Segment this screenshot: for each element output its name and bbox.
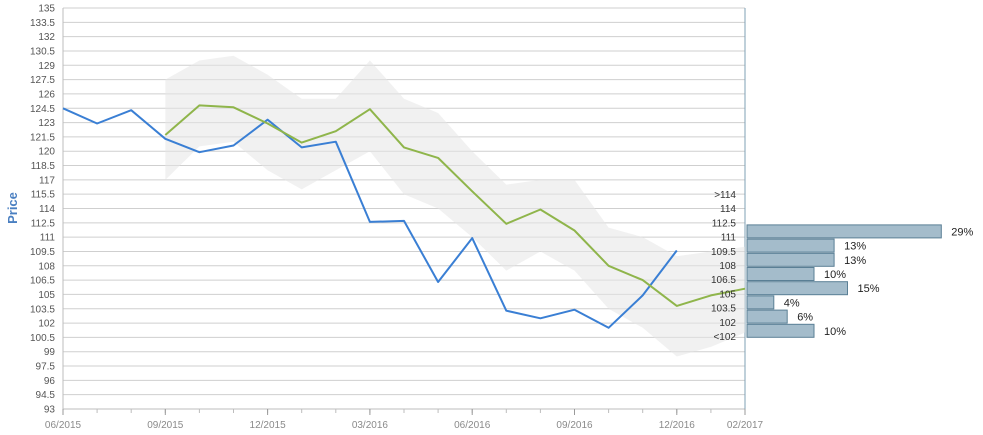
y-axis-label: Price bbox=[5, 192, 20, 224]
histogram-bin-label: 105 bbox=[719, 289, 736, 300]
y-tick-label: 132 bbox=[38, 32, 55, 43]
histogram-bar-percent: 13% bbox=[844, 255, 866, 267]
y-axis-ticks: 93 94.5 96 97.5 99 100.5 102 103.5 105 106.5 108 10… bbox=[30, 4, 55, 416]
y-tick-label: 105 bbox=[38, 290, 55, 301]
histogram-bar bbox=[746, 295, 775, 310]
histogram: >114 114 112.5 29% 111 13% 109.5 13% 108 10% 106.5… bbox=[711, 190, 974, 343]
y-tick-label: 102 bbox=[38, 319, 55, 330]
y-tick-label: 108 bbox=[38, 261, 55, 272]
histogram-bin-label: 108 bbox=[719, 261, 736, 272]
histogram-bar bbox=[746, 252, 835, 267]
forecast-band bbox=[165, 55, 746, 357]
grid-lines bbox=[62, 7, 746, 410]
histogram-bar-percent: 29% bbox=[951, 226, 973, 238]
x-tick-label: 12/2015 bbox=[250, 420, 287, 431]
y-tick-label: 99 bbox=[44, 347, 56, 358]
y-tick-label: 121.5 bbox=[30, 132, 55, 143]
histogram-bin-label: 111 bbox=[721, 233, 737, 244]
y-tick-label: 115.5 bbox=[31, 190, 56, 201]
y-tick-label: 127.5 bbox=[30, 75, 55, 86]
y-tick-label: 93 bbox=[44, 405, 56, 416]
histogram-bar bbox=[746, 224, 942, 239]
y-tick-label: 123 bbox=[38, 118, 55, 129]
histogram-bar-percent: 6% bbox=[797, 312, 813, 324]
y-tick-label: 133.5 bbox=[30, 18, 55, 29]
histogram-bar bbox=[746, 281, 848, 296]
histogram-bar-percent: 10% bbox=[824, 326, 846, 338]
histogram-bin-label: 106.5 bbox=[711, 275, 736, 286]
x-tick-label: 09/2015 bbox=[147, 420, 184, 431]
y-tick-label: 100.5 bbox=[30, 333, 55, 344]
x-tick-label: 06/2016 bbox=[454, 420, 491, 431]
histogram-bar bbox=[746, 267, 815, 281]
series-lines bbox=[62, 104, 746, 329]
histogram-bin-label: 114 bbox=[720, 204, 736, 215]
y-tick-label: 114 bbox=[39, 204, 55, 215]
y-tick-label: 126 bbox=[38, 89, 55, 100]
x-axis-ticks: 06/2015 09/2015 12/2015 03/2016 06/2016 09/20… bbox=[45, 409, 764, 431]
y-tick-label: 130.5 bbox=[30, 46, 55, 57]
histogram-bin-label: 102 bbox=[719, 318, 736, 329]
historical-price-line bbox=[62, 107, 678, 329]
y-tick-label: 94.5 bbox=[36, 390, 56, 401]
y-tick-label: 103.5 bbox=[30, 304, 55, 315]
forecast-price-line bbox=[164, 104, 746, 307]
histogram-bin-label: 103.5 bbox=[711, 304, 736, 315]
histogram-bar-percent: 4% bbox=[784, 297, 800, 309]
y-tick-label: 117 bbox=[39, 175, 55, 186]
y-tick-label: 97.5 bbox=[36, 362, 56, 373]
y-tick-label: 111 bbox=[40, 233, 56, 244]
y-tick-label: 96 bbox=[44, 376, 56, 387]
histogram-bin-label: <102 bbox=[713, 332, 736, 343]
x-tick-label: 02/2017 bbox=[727, 420, 764, 431]
histogram-bar-percent: 15% bbox=[858, 283, 880, 295]
y-tick-label: 112.5 bbox=[31, 218, 56, 229]
histogram-bar-percent: 13% bbox=[844, 241, 866, 253]
histogram-bin-label: 112.5 bbox=[712, 218, 737, 229]
histogram-bar bbox=[746, 309, 788, 324]
histogram-bin-label: 109.5 bbox=[711, 247, 736, 258]
x-tick-label: 03/2016 bbox=[352, 420, 389, 431]
y-tick-label: 129 bbox=[38, 61, 55, 72]
histogram-bar bbox=[746, 238, 835, 253]
y-tick-label: 109.5 bbox=[30, 247, 55, 258]
y-tick-label: 118.5 bbox=[31, 161, 56, 172]
x-tick-label: 12/2016 bbox=[659, 420, 696, 431]
histogram-bin-label: >114 bbox=[714, 190, 736, 201]
x-tick-label: 06/2015 bbox=[45, 420, 82, 431]
x-tick-label: 09/2016 bbox=[556, 420, 593, 431]
histogram-bar-percent: 10% bbox=[824, 269, 846, 281]
y-tick-label: 135 bbox=[38, 4, 55, 15]
y-tick-label: 120 bbox=[38, 147, 55, 158]
y-tick-label: 124.5 bbox=[30, 104, 55, 115]
y-tick-label: 106.5 bbox=[30, 276, 55, 287]
histogram-bar bbox=[746, 323, 815, 338]
forecast-band-area bbox=[165, 55, 746, 357]
